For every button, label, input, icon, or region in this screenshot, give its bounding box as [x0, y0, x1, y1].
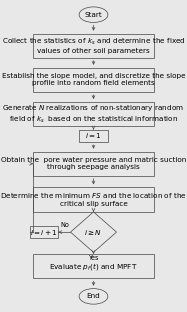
FancyBboxPatch shape [33, 254, 154, 278]
Text: End: End [87, 293, 100, 300]
Text: Obtain the  pore water pressure and matric suction
through seepage analysis: Obtain the pore water pressure and matri… [1, 157, 186, 170]
Text: No: No [60, 222, 69, 228]
Text: Generate $N$ realizations of non-stationary random
field of $k_s$  based on the : Generate $N$ realizations of non-station… [2, 103, 185, 125]
Ellipse shape [79, 7, 108, 22]
Text: $i = i+1$: $i = i+1$ [30, 227, 58, 236]
Text: Start: Start [85, 12, 102, 18]
Text: Collect the statistics of $k_s$ and determine the fixed
values of other soil par: Collect the statistics of $k_s$ and dete… [2, 37, 185, 54]
FancyBboxPatch shape [33, 34, 154, 58]
Text: Establish the slope model, and discretize the slope
profile into random field el: Establish the slope model, and discretiz… [2, 73, 185, 86]
FancyBboxPatch shape [33, 152, 154, 176]
FancyBboxPatch shape [33, 188, 154, 212]
Text: Yes: Yes [88, 256, 99, 261]
Polygon shape [70, 212, 117, 252]
Text: Determine the minimum $FS$ and the location of the
critical slip surface: Determine the minimum $FS$ and the locat… [0, 192, 187, 207]
Ellipse shape [79, 289, 108, 304]
FancyBboxPatch shape [30, 226, 58, 238]
FancyBboxPatch shape [79, 129, 108, 142]
Text: Evaluate $p_f(t)$ and MPFT: Evaluate $p_f(t)$ and MPFT [49, 261, 138, 272]
FancyBboxPatch shape [33, 68, 154, 92]
Text: $i = 1$: $i = 1$ [85, 131, 102, 140]
FancyBboxPatch shape [33, 102, 154, 126]
Text: $i \geq N$: $i \geq N$ [84, 227, 103, 236]
